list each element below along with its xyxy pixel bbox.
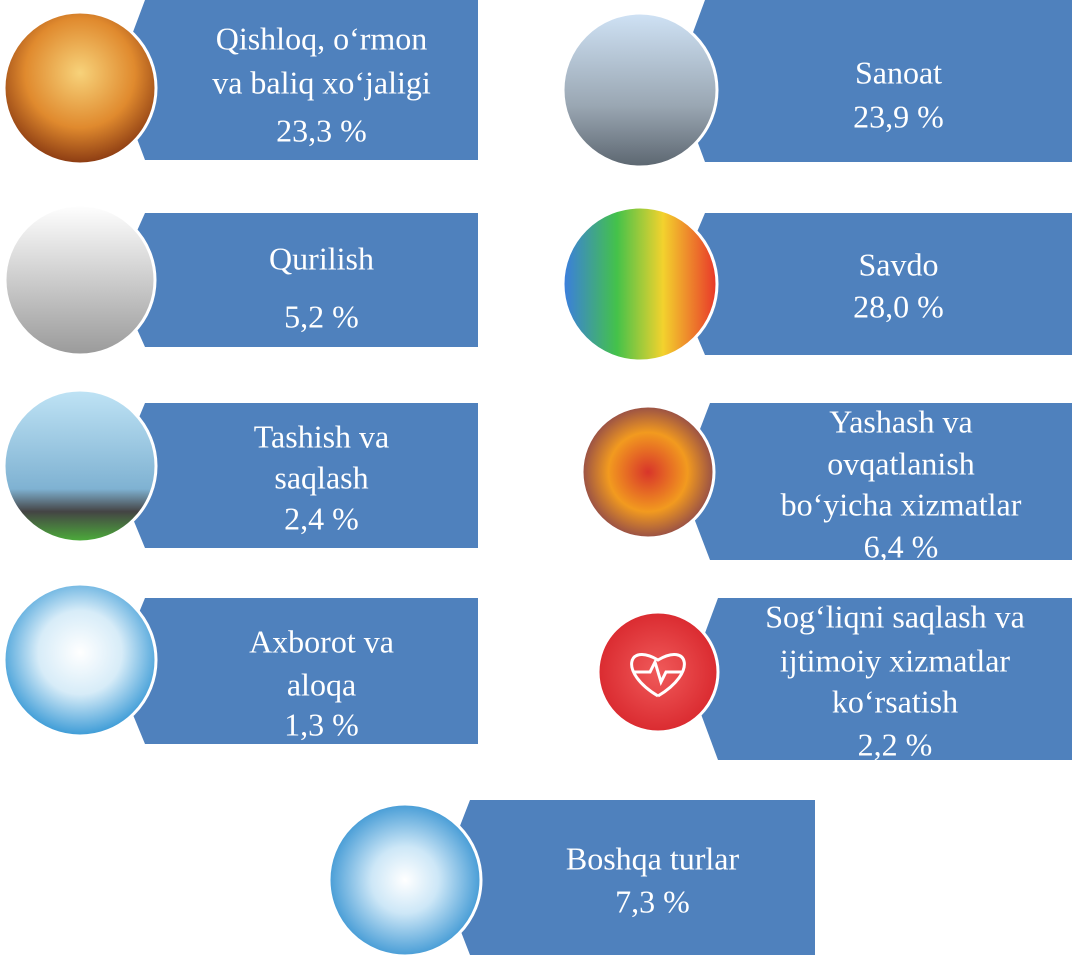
icon-image [563,207,717,361]
item: Sog‘liqni saqlash va ijtimoiy xizmatlar ko… [598,598,1072,762]
label-line: ko‘rsatish [832,683,958,719]
item: Sanoat 23,9 % [563,0,1072,167]
label-line: 1,3 % [284,706,359,742]
label-line: Qishloq, o‘rmon [216,20,428,56]
label-line: ijtimoiy xizmatlar [780,642,1011,678]
label-line: 2,4 % [284,500,359,536]
label-line: Sanoat [855,54,942,90]
icon-image [563,13,717,167]
icon-image [4,12,156,164]
label-line: 5,2 % [284,298,359,334]
label-line: Savdo [859,246,939,282]
item: Yashash va ovqatlanish bo‘yicha xizmatlar 6… [582,403,1072,564]
label-line: Tashish va [254,418,390,454]
item: Boshqa turlar 7,3 % [329,800,815,955]
icon-image [4,584,156,736]
item: Qishloq, o‘rmon va baliq xo‘jaligi 23,3 % [4,0,478,164]
infographic: Qishloq, o‘rmon va baliq xo‘jaligi 23,3 % S… [0,0,1072,955]
label-line: va baliq xo‘jaligi [212,64,431,100]
label-box [440,800,815,955]
icon-image [5,205,155,355]
label-line: Yashash va [829,403,972,439]
label-line: 23,3 % [276,112,367,148]
icon-image [4,390,156,542]
label-line: 23,9 % [853,98,944,134]
label-line: 28,0 % [853,288,944,324]
label-line: saqlash [274,459,368,495]
label-line: 7,3 % [615,883,690,919]
item: Qurilish 5,2 % [5,205,478,355]
label-box [675,213,1072,355]
item: Savdo 28,0 % [563,207,1072,361]
icon-image [582,406,714,538]
label-line: aloqa [287,666,356,702]
label-line: Qurilish [269,240,374,276]
label-line: bo‘yicha xizmatlar [781,486,1022,522]
label-line: 6,4 % [864,528,939,564]
label-line: Boshqa turlar [566,840,740,876]
item: Axborot va aloqa 1,3 % [4,584,478,744]
label-line: Axborot va [249,623,394,659]
icon-image [329,804,481,955]
label-line: Sog‘liqni saqlash va [765,598,1025,634]
label-line: ovqatlanish [827,445,975,481]
label-line: 2,2 % [858,726,933,762]
item: Tashish va saqlash 2,4 % [4,390,478,548]
